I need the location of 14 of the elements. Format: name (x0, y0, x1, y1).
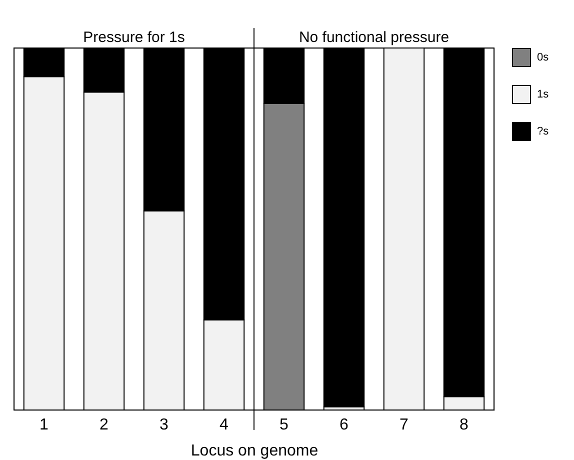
x-axis-title: Locus on genome (190, 442, 318, 460)
text: Pressure for 1s (83, 29, 185, 46)
x-tick-label: 3 (160, 416, 169, 434)
x-tick-label: 5 (280, 416, 289, 434)
x-tick-label: 1 (40, 416, 49, 434)
x-tick-label: 2 (100, 416, 109, 434)
x-tick-label: 6 (340, 416, 349, 434)
legend-label: ?s (537, 126, 550, 138)
text: No functional pressure (298, 29, 450, 46)
x-tick-label: 4 (220, 416, 229, 434)
x-tick-label: 8 (460, 416, 469, 434)
x-tick-label: 7 (400, 416, 409, 434)
legend-label: 1s (537, 88, 550, 100)
legend-label: 0s (537, 52, 550, 64)
